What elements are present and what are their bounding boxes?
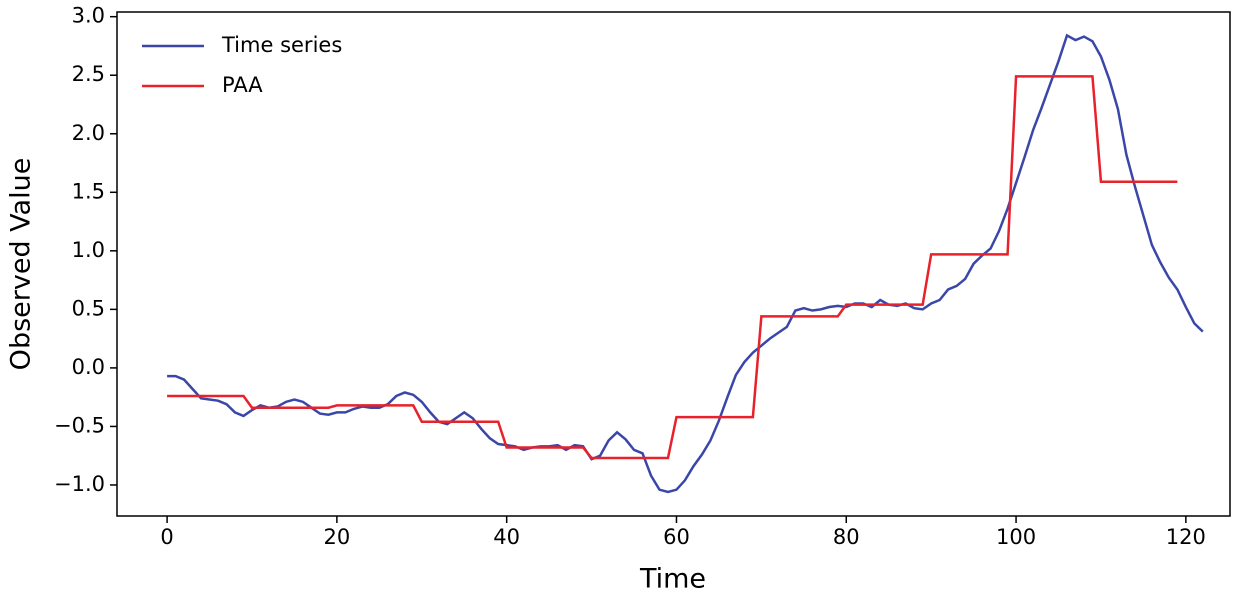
y-axis-label: Observed Value bbox=[6, 158, 37, 371]
x-axis-label: Time bbox=[639, 564, 706, 595]
y-tick-label: −0.5 bbox=[54, 413, 105, 437]
x-tick-label: 80 bbox=[833, 525, 860, 549]
y-tick-label: 2.5 bbox=[72, 62, 105, 86]
y-tick-label: 1.0 bbox=[72, 238, 105, 262]
y-tick-label: 0.0 bbox=[72, 355, 105, 379]
x-tick-label: 100 bbox=[996, 525, 1036, 549]
y-tick-label: 1.5 bbox=[72, 179, 105, 203]
x-tick-label: 0 bbox=[160, 525, 173, 549]
series-line bbox=[167, 75, 1178, 460]
y-tick-label: 0.5 bbox=[72, 296, 105, 320]
series-line bbox=[167, 33, 1204, 494]
plot-frame bbox=[116, 11, 1231, 517]
y-tick-label: −1.0 bbox=[54, 472, 105, 496]
x-tick-label: 20 bbox=[324, 525, 351, 549]
legend-label: PAA bbox=[222, 73, 263, 97]
x-tick-label: 120 bbox=[1166, 525, 1206, 549]
legend-label: Time series bbox=[221, 33, 342, 57]
y-tick-label: 3.0 bbox=[72, 4, 105, 28]
x-tick-label: 60 bbox=[663, 525, 690, 549]
y-tick-label: 2.0 bbox=[72, 121, 105, 145]
x-tick-label: 40 bbox=[493, 525, 520, 549]
